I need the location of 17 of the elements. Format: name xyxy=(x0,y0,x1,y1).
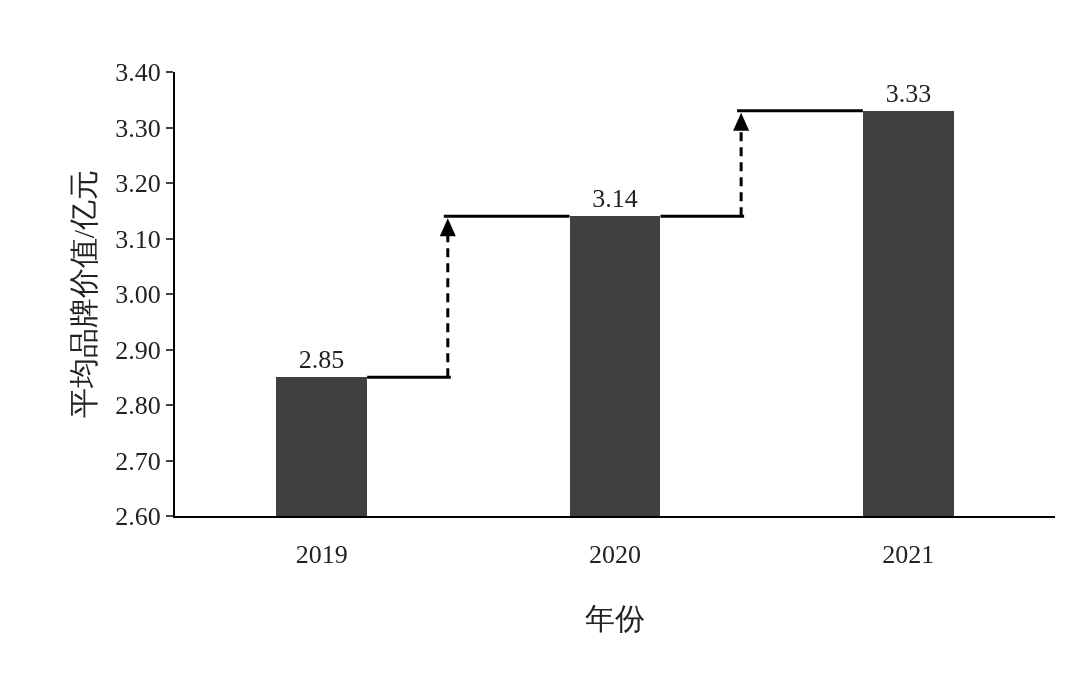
y-tick-label: 2.80 xyxy=(115,391,161,421)
x-tick-label: 2019 xyxy=(295,540,348,570)
y-tick-label: 2.60 xyxy=(115,502,161,532)
x-tick-label: 2020 xyxy=(589,540,641,570)
y-tick-label: 3.10 xyxy=(115,224,161,254)
y-tick-label: 3.30 xyxy=(115,113,161,143)
y-tick-label: 2.90 xyxy=(115,335,161,365)
x-axis-title: 年份 xyxy=(585,602,645,636)
data-label: 3.14 xyxy=(592,184,638,213)
x-tick-label: 2021 xyxy=(882,540,935,570)
y-tick-label: 3.40 xyxy=(115,58,161,88)
y-tick-label: 2.70 xyxy=(115,446,161,476)
y-axis-title: 平均品牌价值/亿元 xyxy=(66,169,100,419)
y-tick-label: 3.00 xyxy=(115,280,161,310)
data-label: 3.33 xyxy=(885,79,932,108)
data-label: 2.85 xyxy=(298,345,345,374)
y-tick-label: 3.20 xyxy=(115,169,161,199)
